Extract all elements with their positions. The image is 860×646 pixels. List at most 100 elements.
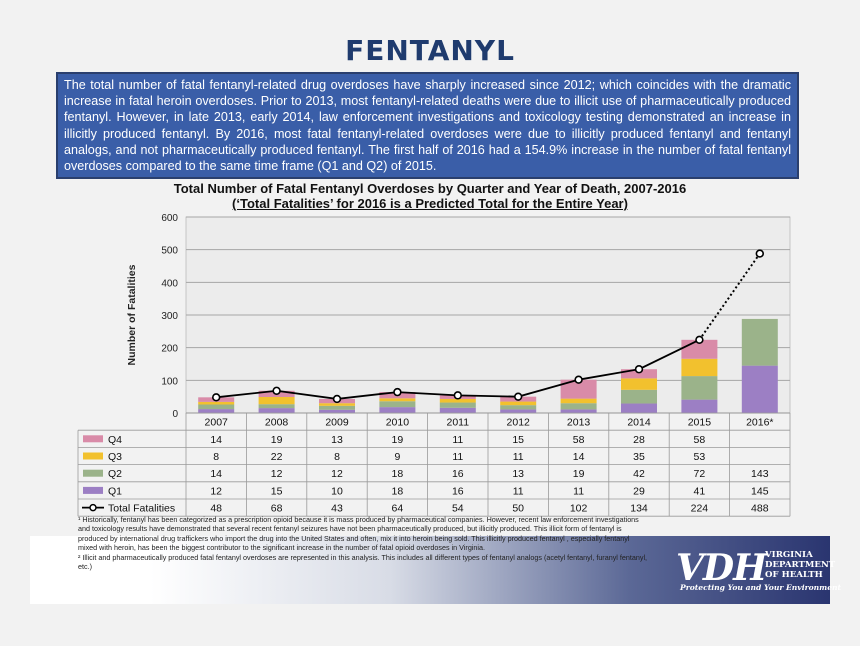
data-label: 54 — [452, 503, 464, 515]
data-label: 68 — [271, 503, 283, 515]
bar-q1-2008 — [258, 408, 295, 413]
bar-q2-2014 — [621, 389, 657, 404]
logo-dept-line3: OF HEALTH — [765, 570, 823, 580]
legend-marker-total — [89, 503, 97, 512]
chart-subtitle: (‘Total Fatalities’ for 2016 is a Predic… — [232, 196, 628, 211]
bar-q1-2013 — [560, 409, 597, 413]
bar-q2-2016 — [741, 318, 778, 366]
y-tick-label: 300 — [161, 311, 178, 322]
data-label: 14 — [210, 468, 222, 480]
total-point-2016 — [755, 249, 764, 258]
bar-q2-2010 — [379, 401, 416, 408]
data-label: 28 — [633, 434, 645, 446]
bar-q1-2009 — [319, 409, 355, 413]
data-label: 102 — [570, 503, 588, 515]
data-label: 58 — [573, 434, 585, 446]
bar-q2-2015 — [681, 376, 718, 400]
total-point-2011 — [453, 391, 462, 400]
total-point-2007 — [212, 393, 221, 402]
x-tick-label: 2011 — [447, 417, 470, 429]
data-label: 64 — [392, 503, 404, 515]
data-label: 14 — [573, 451, 585, 463]
y-tick-label: 100 — [161, 376, 178, 387]
x-tick-label: 2007 — [205, 417, 229, 429]
data-label: 43 — [331, 503, 343, 515]
legend-label: Total Fatalities — [108, 503, 175, 515]
x-tick-label: 2012 — [507, 417, 531, 429]
bar-q2-2012 — [500, 405, 537, 410]
data-label: 18 — [392, 468, 404, 480]
logo-dept-line2: DEPARTMENT — [765, 560, 836, 570]
data-label: 19 — [271, 434, 283, 446]
total-point-2013 — [574, 375, 583, 384]
data-label: 11 — [513, 451, 524, 463]
data-label: 16 — [452, 485, 464, 497]
bar-q1-2011 — [439, 407, 476, 413]
total-point-2008 — [272, 386, 281, 395]
data-label: 42 — [633, 468, 645, 480]
data-label: 11 — [513, 485, 524, 497]
data-label: 15 — [512, 434, 524, 446]
bar-q3-2011 — [439, 398, 476, 403]
bar-q2-2008 — [258, 404, 295, 409]
footnote-1: ¹ Historically, fentanyl has been catego… — [78, 515, 639, 553]
legend-label: Q4 — [108, 434, 122, 446]
data-label: 48 — [210, 503, 222, 515]
total-point-2012 — [513, 392, 523, 401]
y-tick-label: 200 — [161, 344, 178, 355]
data-label: 19 — [573, 468, 585, 480]
data-label: 29 — [633, 485, 645, 497]
bar-q2-2013 — [560, 403, 597, 410]
bar-q1-2014 — [621, 403, 657, 413]
chart: 0 100 200 300 400 500 600 Number of Fatalities 2… — [77, 213, 791, 517]
data-label: 53 — [694, 451, 706, 463]
data-label: 8 — [213, 451, 219, 463]
data-label: 488 — [751, 503, 769, 515]
bar-q2-2007 — [198, 404, 235, 410]
legend-label: Q3 — [108, 451, 122, 463]
total-point-2010 — [393, 387, 402, 397]
data-label: 16 — [452, 468, 464, 480]
x-tick-label: 2016* — [746, 417, 773, 429]
bar-q3-2012 — [500, 401, 537, 406]
legend-label: Q2 — [108, 468, 122, 480]
data-label: 12 — [210, 485, 222, 497]
data-label: 11 — [573, 485, 584, 497]
data-label: 22 — [271, 451, 283, 463]
legend-swatch-q1 — [83, 486, 103, 494]
x-tick-label: 2009 — [325, 417, 349, 429]
data-label: 9 — [394, 451, 400, 463]
footnote-2: ² Illicit and pharmaceutically produced … — [78, 552, 648, 572]
bar-q3-2010 — [379, 398, 416, 402]
logo-department: VIRGINIA DEPARTMENT OF HEALTH — [765, 550, 835, 580]
x-tick-label: 2015 — [688, 417, 712, 429]
bar-q3-2007 — [198, 401, 235, 405]
legend-swatch-q2 — [83, 469, 103, 477]
data-label: 224 — [691, 503, 709, 515]
chart-title: Total Number of Fatal Fentanyl Overdoses… — [173, 181, 687, 196]
total-point-2015 — [695, 335, 704, 345]
data-label: 14 — [210, 434, 222, 446]
summary-box: The total number of fatal fentanyl-relat… — [56, 72, 799, 179]
data-label: 11 — [452, 434, 463, 446]
bar-q3-2014 — [621, 378, 657, 390]
bar-q4-2014 — [621, 369, 657, 379]
logo-tagline: Protecting You and Your Environment — [680, 583, 842, 592]
bar-q1-2016 — [741, 365, 778, 413]
footer-band — [30, 536, 830, 604]
legend-label: Q1 — [108, 485, 122, 497]
data-label: 72 — [694, 468, 706, 480]
x-tick-label: 2014 — [627, 417, 651, 429]
x-tick-label: 2013 — [567, 417, 591, 429]
bar-q1-2012 — [500, 409, 537, 413]
data-label: 41 — [694, 485, 706, 497]
data-label: 145 — [751, 485, 769, 497]
legend-swatch-q3 — [83, 452, 103, 460]
data-label: 143 — [751, 468, 769, 480]
bar-q3-2009 — [319, 403, 355, 406]
y-tick-label: 500 — [161, 246, 178, 257]
data-label: 18 — [392, 485, 404, 497]
x-tick-label: 2010 — [386, 417, 410, 429]
x-tick-label: 2008 — [265, 417, 289, 429]
logo-mark: VDH — [676, 547, 767, 589]
